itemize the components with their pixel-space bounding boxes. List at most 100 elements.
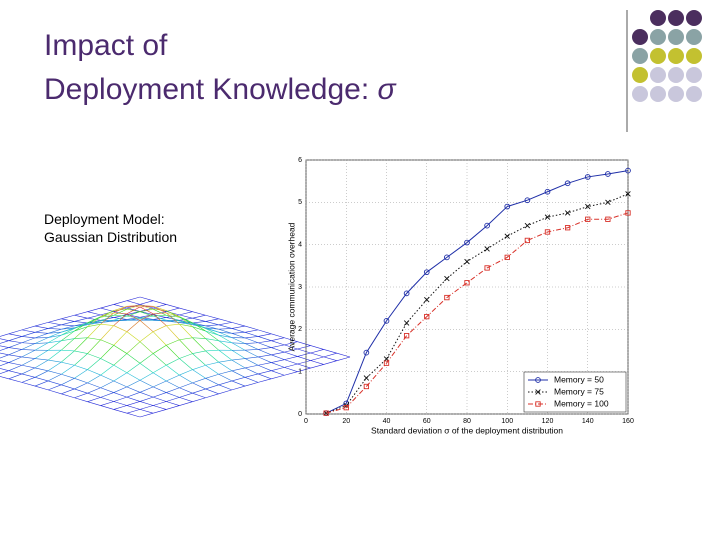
mesh-line bbox=[179, 392, 193, 398]
mesh-line bbox=[205, 393, 219, 399]
mesh-line bbox=[61, 328, 75, 333]
x-tick-label: 80 bbox=[463, 418, 471, 425]
y-tick-label: 3 bbox=[298, 284, 302, 291]
mesh-line bbox=[48, 380, 62, 386]
x-tick-label: 60 bbox=[423, 418, 431, 425]
mesh-line bbox=[100, 405, 114, 410]
mesh-line bbox=[205, 324, 219, 327]
mesh-line bbox=[179, 316, 193, 324]
mesh-line bbox=[48, 389, 62, 395]
mesh-line bbox=[244, 356, 259, 359]
mesh-line bbox=[21, 349, 36, 351]
mesh-line bbox=[244, 364, 259, 369]
mesh-line bbox=[271, 337, 285, 341]
mesh-line bbox=[113, 312, 127, 315]
mesh-line bbox=[244, 377, 259, 383]
mesh-line bbox=[297, 345, 311, 350]
mesh-line bbox=[218, 359, 232, 363]
mesh-line bbox=[166, 374, 180, 382]
mesh-line bbox=[74, 314, 88, 319]
mesh-line bbox=[126, 341, 141, 354]
dot bbox=[632, 67, 648, 83]
mesh-line bbox=[100, 307, 114, 312]
mesh-line bbox=[87, 353, 101, 359]
mesh-line bbox=[192, 311, 206, 316]
mesh-line bbox=[192, 317, 206, 322]
mesh-line bbox=[21, 377, 36, 383]
dot bbox=[686, 86, 702, 102]
mesh-line bbox=[192, 378, 206, 384]
mesh-line bbox=[166, 314, 180, 318]
mesh-line bbox=[166, 323, 180, 326]
mesh-line bbox=[139, 363, 154, 374]
mesh-line bbox=[87, 314, 101, 319]
mesh-line bbox=[47, 373, 62, 382]
point bbox=[484, 222, 490, 229]
mesh-line bbox=[87, 374, 101, 384]
mesh-line bbox=[34, 359, 49, 369]
mesh-line bbox=[100, 358, 114, 366]
mesh-line bbox=[74, 324, 88, 327]
mesh-line bbox=[87, 339, 101, 354]
mesh-line bbox=[34, 380, 49, 387]
mesh-line bbox=[48, 340, 62, 344]
mesh-line bbox=[34, 385, 49, 391]
mesh-line bbox=[100, 392, 114, 398]
mesh-line bbox=[231, 350, 246, 359]
mesh-line bbox=[48, 324, 62, 329]
point bbox=[464, 280, 470, 286]
mesh-line bbox=[34, 333, 49, 339]
mesh-line bbox=[284, 356, 298, 360]
mesh-line bbox=[271, 370, 285, 376]
mesh-line bbox=[139, 311, 154, 317]
mesh-line bbox=[87, 317, 101, 321]
mesh-line bbox=[179, 307, 193, 312]
point bbox=[444, 294, 450, 301]
mesh-line bbox=[152, 364, 167, 374]
mesh-line bbox=[74, 397, 88, 402]
mesh-line bbox=[153, 305, 167, 311]
mesh-line bbox=[113, 331, 128, 346]
mesh-line bbox=[205, 330, 219, 336]
mesh-line bbox=[100, 314, 114, 322]
mesh-line bbox=[74, 369, 88, 379]
mesh-line bbox=[139, 296, 154, 301]
mesh-line bbox=[74, 326, 88, 332]
mesh-line bbox=[297, 352, 311, 357]
mesh-line bbox=[100, 323, 114, 326]
mesh-line bbox=[8, 354, 22, 358]
mesh-line bbox=[244, 349, 259, 358]
point bbox=[524, 237, 531, 244]
mesh-line bbox=[21, 337, 36, 344]
slide-title-line: Deployment Knowledge: σ bbox=[44, 72, 396, 108]
mesh-line bbox=[284, 348, 298, 353]
mesh-line bbox=[179, 387, 193, 394]
point bbox=[323, 410, 329, 416]
mesh-line bbox=[113, 353, 128, 366]
x-tick-label: 40 bbox=[383, 418, 391, 425]
mesh-line bbox=[244, 367, 259, 375]
mesh-line bbox=[179, 337, 193, 341]
mesh-line bbox=[205, 321, 219, 326]
point bbox=[504, 203, 511, 210]
mesh-line bbox=[310, 352, 324, 358]
mesh-line bbox=[218, 322, 232, 326]
mesh-line bbox=[244, 382, 259, 387]
point bbox=[343, 405, 349, 411]
mesh-line bbox=[0, 376, 9, 380]
point bbox=[605, 216, 611, 222]
mesh-line bbox=[100, 325, 114, 340]
mesh-line bbox=[100, 345, 114, 359]
mesh-line bbox=[284, 363, 298, 368]
mesh-line bbox=[74, 388, 88, 394]
mesh-line bbox=[323, 349, 337, 354]
mesh-line bbox=[21, 356, 36, 359]
x-axis-label: Standard deviation σ of the deployment d… bbox=[371, 425, 563, 435]
mesh-line bbox=[113, 364, 128, 374]
mesh-line bbox=[231, 359, 246, 369]
series-line bbox=[325, 170, 629, 414]
mesh-line bbox=[271, 351, 285, 356]
mesh-line bbox=[166, 312, 180, 317]
mesh-line bbox=[179, 358, 193, 370]
mesh-line bbox=[297, 356, 311, 361]
